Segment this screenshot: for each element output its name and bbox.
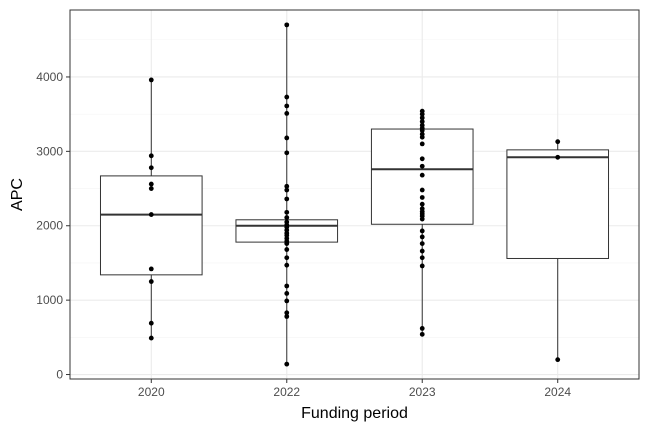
data-point: [419, 128, 425, 133]
data-point: [419, 119, 425, 124]
data-point: [284, 314, 290, 319]
data-point: [148, 279, 154, 284]
data-point: [419, 248, 425, 254]
data-point: [284, 283, 290, 289]
data-point: [284, 241, 290, 247]
x-tick-label: 2024: [544, 385, 571, 399]
data-point: [284, 255, 290, 261]
panel-border: [69, 9, 640, 380]
data-point: [419, 115, 425, 121]
y-axis-title: APC: [9, 178, 26, 211]
interquartile-box: [506, 149, 610, 259]
data-point: [284, 298, 290, 304]
data-point: [148, 77, 154, 83]
data-point: [419, 201, 425, 207]
data-point: [284, 361, 290, 367]
data-point: [419, 187, 425, 193]
data-point: [284, 215, 290, 220]
y-tick-label: 0: [56, 368, 63, 382]
data-point: [284, 262, 290, 268]
data-point: [419, 228, 425, 234]
y-tick-label: 3000: [36, 144, 63, 158]
data-point: [284, 209, 290, 215]
y-tick-label: 4000: [36, 70, 63, 84]
data-point: [419, 163, 425, 169]
data-point: [555, 154, 561, 160]
data-point: [284, 196, 290, 202]
x-tick-label: 2020: [138, 385, 165, 399]
y-tick-label: 2000: [36, 219, 63, 233]
data-point: [148, 320, 154, 326]
data-point: [284, 135, 290, 141]
data-point: [284, 247, 290, 252]
data-point: [284, 187, 290, 193]
x-tick-label: 2023: [409, 385, 436, 399]
data-point: [555, 357, 561, 363]
data-point: [419, 234, 425, 240]
data-point: [284, 183, 290, 189]
data-point: [419, 195, 425, 200]
x-axis-title: Funding period: [301, 405, 408, 422]
y-tick-label: 1000: [36, 293, 63, 307]
data-point: [284, 310, 290, 316]
data-point: [148, 266, 154, 272]
data-point: [284, 94, 290, 100]
data-point: [148, 212, 154, 217]
data-point: [148, 186, 154, 191]
data-point: [284, 22, 290, 28]
data-point: [419, 172, 425, 178]
data-point: [555, 139, 561, 145]
data-point: [419, 111, 425, 117]
axis-ticks: 0 1000 2000 3000 4000 2020 2022 2023 2024: [36, 70, 571, 399]
data-point: [284, 150, 290, 156]
data-point: [419, 255, 425, 261]
data-point: [284, 103, 290, 109]
x-tick-label: 2022: [273, 385, 300, 399]
data-point: [419, 134, 425, 140]
data-point: [284, 291, 290, 296]
data-point: [419, 263, 425, 269]
data-point: [284, 111, 290, 116]
boxes: [99, 24, 610, 365]
data-point: [419, 331, 425, 337]
interquartile-box: [99, 175, 203, 276]
data-point: [419, 241, 425, 247]
data-point: [419, 156, 425, 162]
data-point: [419, 141, 425, 147]
data-points: [148, 22, 561, 367]
data-point: [419, 216, 425, 222]
box-2020: [99, 79, 203, 339]
data-point: [148, 181, 154, 187]
data-point: [148, 335, 154, 341]
data-point: [148, 153, 154, 159]
data-point: [148, 165, 154, 171]
box-2024: [506, 141, 610, 360]
data-point: [419, 326, 425, 331]
